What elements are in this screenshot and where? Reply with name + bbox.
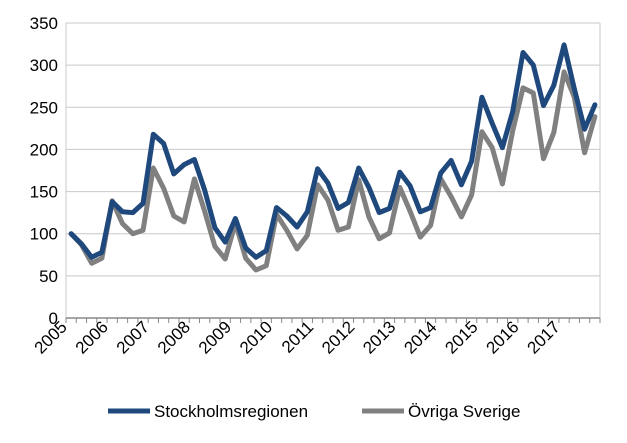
y-tick-label-350: 350: [30, 14, 58, 33]
data-point-s2-2008Q3: [214, 245, 216, 247]
data-point-s2-2013Q1: [399, 186, 401, 188]
data-point-s2-2016Q2: [532, 92, 534, 94]
x-tick-label-2010: 2010: [236, 317, 276, 357]
x-tick-label-2013: 2013: [359, 317, 399, 357]
data-point-s2-2012Q1: [358, 179, 360, 181]
y-axis-tick-labels: 0 50 100 150 200 250 300 350: [30, 14, 58, 328]
x-tick-label-2011: 2011: [278, 317, 317, 356]
data-point-s2-2015Q4: [512, 130, 514, 132]
data-point-s2-2015Q1: [481, 131, 483, 133]
data-point-s2-2008Q1: [193, 178, 195, 180]
y-tick-label-100: 100: [30, 225, 58, 244]
y-tick-label-250: 250: [30, 98, 58, 117]
data-point-s2-2011Q4: [347, 226, 349, 228]
data-point-s2-2010Q3: [296, 248, 298, 250]
data-point-s2-2012Q4: [389, 232, 390, 234]
x-tick-label-2005: 2005: [31, 317, 71, 357]
data-point-s2-2005Q3: [91, 262, 93, 264]
data-point-s2-2008Q4: [224, 258, 226, 260]
y-tick-label-200: 200: [30, 140, 58, 159]
data-point-s2-2013Q3: [419, 236, 421, 238]
data-point-s2-2009Q4: [265, 265, 267, 267]
data-point-s2-2016Q4: [553, 132, 555, 134]
data-point-s2-2017Q4: [594, 116, 596, 118]
data-point-s2-2010Q4: [306, 234, 308, 236]
data-point-s2-2015Q3: [501, 183, 503, 185]
x-tick-label-2006: 2006: [72, 317, 112, 357]
data-point-s2-2011Q1: [317, 184, 319, 186]
x-tick-label-2009: 2009: [195, 317, 235, 357]
x-tick-label-2016: 2016: [482, 317, 522, 357]
y-tick-label-150: 150: [30, 183, 58, 202]
legend-label-1: Stockholmsregionen: [154, 402, 308, 421]
x-tick-label-2008: 2008: [154, 317, 194, 357]
data-point-s2-2007Q3: [173, 215, 175, 217]
data-point-s2-2012Q3: [378, 238, 380, 240]
x-axis-ticks: 2005 2006 2007 2008 2009 2010 2011 2012 2013 2014…: [31, 317, 601, 358]
data-point-s2-2007Q2: [163, 187, 165, 189]
x-tick-label-2007: 2007: [113, 317, 153, 357]
data-point-s2-2008Q2: [204, 210, 206, 212]
data-point-s2-2006Q4: [142, 229, 144, 231]
data-point-s2-2006Q3: [132, 233, 134, 235]
x-tick-label-2015: 2015: [441, 317, 481, 357]
data-point-s2-2014Q4: [471, 194, 473, 196]
y-tick-label-300: 300: [30, 56, 58, 75]
x-tick-label-2012: 2012: [318, 317, 358, 357]
data-point-s2-2006Q2: [122, 223, 123, 225]
data-point-s2-2017Q1: [563, 71, 565, 73]
data-point-s2-2013Q4: [430, 224, 432, 226]
data-point-s2-2016Q1: [522, 87, 524, 89]
data-point-s2-2007Q1: [152, 167, 154, 169]
data-point-s2-2014Q3: [460, 216, 462, 218]
legend: Stockholmsregionen Övriga Sverige: [108, 402, 520, 421]
data-point-s2-2010Q2: [286, 229, 288, 231]
data-point-s2-2015Q2: [491, 147, 493, 149]
data-point-s2-2016Q3: [543, 158, 544, 160]
data-point-s2-2007Q4: [183, 221, 185, 223]
data-point-s2-2017Q3: [584, 152, 586, 154]
x-tick-label-2014: 2014: [400, 317, 440, 357]
y-tick-label-50: 50: [39, 267, 58, 286]
data-point-s2-2014Q2: [450, 196, 452, 198]
data-point-s2-2011Q2: [327, 199, 329, 201]
legend-label-2: Övriga Sverige: [408, 402, 520, 421]
data-point-s2-2013Q2: [409, 210, 411, 212]
data-point-s2-2011Q3: [337, 229, 339, 231]
data-point-s2-2005Q4: [101, 257, 103, 259]
series-lines: [68, 42, 598, 273]
series-line-2: [68, 69, 598, 273]
data-point-s2-2009Q3: [255, 269, 257, 271]
data-point-s2-2009Q2: [245, 257, 247, 259]
data-point-s2-2012Q2: [368, 216, 370, 218]
y-tick-label-0: 0: [49, 309, 58, 328]
x-tick-label-2017: 2017: [524, 317, 564, 357]
series-line-1: [68, 42, 598, 260]
